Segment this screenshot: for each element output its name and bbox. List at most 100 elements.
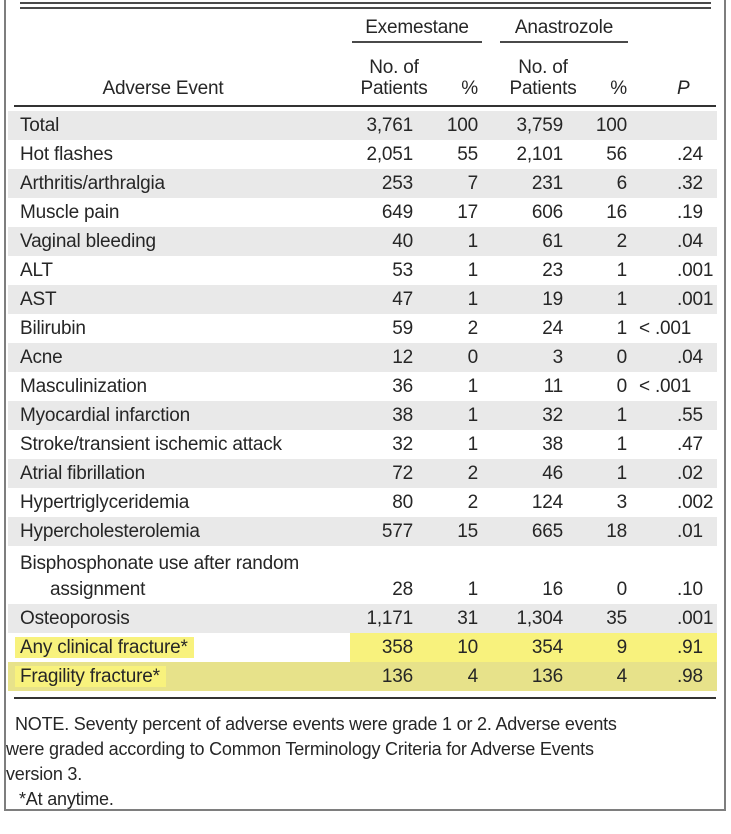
adverse-event-label: Total — [20, 115, 60, 136]
anastrozole-percent-cell: 35 — [606, 608, 627, 629]
note-line: were graded according to Common Terminol… — [6, 739, 594, 759]
p-value-cell: .55 — [677, 405, 703, 426]
table-row: Fragility fracture* 136 4 136 4 .98 — [8, 662, 717, 691]
exemestane-percent-cell: 1 — [467, 289, 479, 310]
exemestane-percent-cell: 1 — [467, 434, 479, 455]
exemestane-percent-cell: 55 — [457, 144, 478, 165]
table-row: Muscle pain 649 17 606 16 .19 — [8, 198, 717, 227]
table-row: AST 47 1 19 1 .001 — [8, 285, 717, 314]
anastrozole-percent-header: % — [610, 78, 627, 99]
anastrozole-underline — [500, 41, 628, 43]
exemestane-percent-cell: 2 — [467, 318, 479, 339]
note-footnote: *At anytime. — [19, 789, 114, 809]
adverse-event-cell: Arthritis/arthralgia — [8, 169, 350, 198]
table-row: Hypercholesterolemia 577 15 665 18 .01 — [8, 517, 717, 546]
anastrozole-patients-cell: 24 — [542, 318, 563, 339]
exemestane-patients-cell: 28 — [392, 579, 413, 600]
exemestane-percent-cell: 31 — [457, 608, 478, 629]
anastrozole-patients-cell: 136 — [531, 666, 563, 687]
exemestane-patients-cell: 47 — [392, 289, 413, 310]
anastrozole-percent-cell: 1 — [616, 434, 628, 455]
table-note: NOTE. Seventy percent of adverse events … — [6, 712, 722, 812]
adverse-event-cell: Hot flashes — [8, 140, 350, 169]
table-row: Bilirubin 59 2 24 1 < .001 — [8, 314, 717, 343]
anastrozole-patients-cell: 124 — [531, 492, 563, 513]
anastrozole-patients-cell: 231 — [531, 173, 563, 194]
table-row: Osteoporosis 1,171 31 1,304 35 .001 — [8, 604, 717, 633]
exemestane-patients-cell: 40 — [392, 231, 413, 252]
exemestane-patients-cell: 53 — [392, 260, 413, 281]
exemestane-patients-cell: 12 — [392, 347, 413, 368]
exemestane-patients-cell: 59 — [392, 318, 413, 339]
anastrozole-percent-cell: 4 — [616, 666, 628, 687]
adverse-event-cell: Total — [8, 111, 350, 140]
p-value-cell: .91 — [635, 633, 717, 662]
patients-label: Patients — [509, 78, 577, 99]
exemestane-percent-cell: 17 — [457, 202, 478, 223]
exemestane-patients-cell: 358 — [350, 633, 421, 662]
p-value-cell: .04 — [677, 347, 703, 368]
anastrozole-percent-cell: 0 — [616, 347, 628, 368]
anastrozole-patients-cell: 2,101 — [516, 144, 563, 165]
table-row: Stroke/transient ischemic attack 32 1 38… — [8, 430, 717, 459]
table-row: Hypertriglyceridemia 80 2 124 3 .002 — [8, 488, 717, 517]
anastrozole-percent-cell: 3 — [616, 492, 628, 513]
p-value-cell: .001 — [677, 608, 714, 629]
exemestane-patients-header: No. of Patients — [354, 57, 434, 99]
table-row: Total 3,761 100 3,759 100 — [8, 111, 717, 140]
exemestane-percent-cell: 4 — [467, 666, 479, 687]
exemestane-percent-cell: 15 — [457, 521, 478, 542]
exemestane-patients-cell: 2,051 — [366, 144, 413, 165]
anastrozole-patients-cell: 19 — [542, 289, 563, 310]
p-value-cell: < .001 — [639, 318, 692, 339]
adverse-event-label: Atrial fibrillation — [20, 463, 146, 484]
exemestane-percent-header: % — [461, 78, 478, 99]
adverse-event-cell: Any clinical fracture* — [8, 633, 350, 662]
exemestane-patients-cell: 32 — [392, 434, 413, 455]
exemestane-patients-cell: 3,761 — [366, 115, 413, 136]
adverse-event-cell: Hypertriglyceridemia — [8, 488, 350, 517]
p-value-cell: .001 — [677, 289, 714, 310]
anastrozole-percent-cell: 1 — [616, 289, 628, 310]
adverse-event-label: Bisphosphonate use after random — [20, 553, 299, 574]
exemestane-percent-cell: 2 — [467, 463, 479, 484]
anastrozole-percent-cell: 16 — [606, 202, 627, 223]
anastrozole-percent-cell: 56 — [606, 144, 627, 165]
exemestane-patients-cell: 80 — [392, 492, 413, 513]
exemestane-percent-cell: 1 — [467, 405, 479, 426]
note-line: NOTE. Seventy percent of adverse events … — [15, 714, 617, 734]
adverse-event-label: ALT — [20, 260, 53, 281]
adverse-event-label: Arthritis/arthralgia — [20, 173, 165, 194]
exemestane-percent-cell: 1 — [467, 579, 479, 600]
no-of-label: No. of — [518, 57, 568, 78]
adverse-event-cell: Acne — [8, 343, 350, 372]
exemestane-percent-cell: 1 — [467, 231, 479, 252]
adverse-event-header: Adverse Event — [102, 78, 224, 99]
group-header-exemestane: Exemestane — [365, 17, 469, 38]
exemestane-percent-cell: 1 — [467, 376, 479, 397]
table-body: Total 3,761 100 3,759 100 Hot flashes 2,… — [8, 111, 717, 691]
p-value-cell: .04 — [677, 231, 703, 252]
anastrozole-patients-cell: 606 — [531, 202, 563, 223]
anastrozole-percent-cell: 0 — [616, 376, 628, 397]
adverse-event-label: Fragility fracture* — [15, 666, 166, 687]
adverse-event-cell: Fragility fracture* — [8, 662, 350, 691]
exemestane-patients-cell: 136 — [381, 666, 413, 687]
anastrozole-patients-cell: 1,304 — [516, 608, 563, 629]
adverse-event-cell: Stroke/transient ischemic attack — [8, 430, 350, 459]
adverse-event-cell: ALT — [8, 256, 350, 285]
adverse-event-label: Hot flashes — [20, 144, 113, 165]
p-value-cell: .98 — [677, 666, 703, 687]
anastrozole-patients-cell: 46 — [542, 463, 563, 484]
adverse-event-label: Myocardial infarction — [20, 405, 191, 426]
anastrozole-patients-cell: 61 — [542, 231, 563, 252]
adverse-event-label: Vaginal bleeding — [20, 231, 156, 252]
p-value-cell: .02 — [677, 463, 703, 484]
exemestane-percent-cell: 10 — [421, 633, 486, 662]
anastrozole-percent-cell: 18 — [606, 521, 627, 542]
table-row: Vaginal bleeding 40 1 61 2 .04 — [8, 227, 717, 256]
exemestane-patients-cell: 38 — [392, 405, 413, 426]
adverse-event-cell: Myocardial infarction — [8, 401, 350, 430]
header-bottom-rule — [14, 105, 716, 107]
